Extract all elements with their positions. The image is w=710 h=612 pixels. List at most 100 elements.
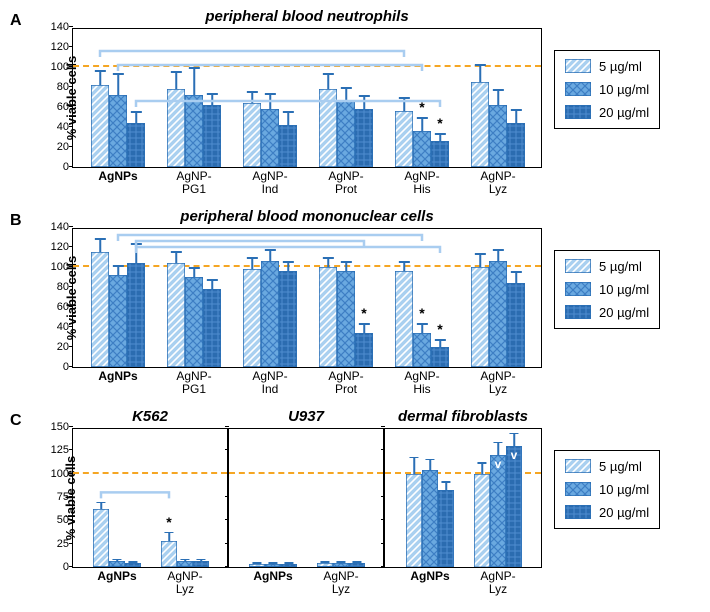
y-tick-label: 20 <box>57 141 73 153</box>
significance-mark: * <box>419 99 424 115</box>
bar <box>337 271 355 367</box>
error-bar <box>515 271 517 283</box>
significance-mark: * <box>437 115 442 131</box>
error-bar <box>269 93 271 109</box>
significance-mark: * <box>419 305 424 321</box>
bar <box>167 263 185 367</box>
error-bar <box>340 561 342 563</box>
y-tick-label: 125 <box>51 444 73 456</box>
panel-c-chart: K5620255075100125150AgNPsAgNP-Lyz*U937Ag… <box>72 410 542 568</box>
error-bar <box>497 442 499 455</box>
bar <box>249 564 265 567</box>
error-bar <box>200 559 202 562</box>
x-tick-label: AgNP-Prot <box>308 167 384 196</box>
bar <box>281 564 297 567</box>
bar <box>489 261 507 367</box>
x-tick-label: AgNP-PG1 <box>156 367 232 396</box>
panel-a-title: peripheral blood neutrophils <box>72 8 542 25</box>
v-mark: v <box>511 448 518 462</box>
error-bar <box>287 261 289 271</box>
error-bar <box>135 111 137 123</box>
bar <box>337 101 355 167</box>
bar <box>438 490 454 567</box>
legend-label: 5 µg/ml <box>599 59 642 74</box>
legend-item: 10 µg/ml <box>565 282 649 297</box>
error-bar <box>117 265 119 275</box>
bar <box>422 470 438 567</box>
significance-mark: * <box>437 321 442 337</box>
subplot-title: U937 <box>228 408 384 425</box>
legend-swatch <box>565 282 591 296</box>
legend-item: 10 µg/ml <box>565 482 649 497</box>
y-tick-label: 120 <box>51 241 73 253</box>
bar <box>93 509 109 567</box>
panel-b-row: B peripheral blood mononuclear cells % v… <box>10 210 700 368</box>
bar <box>490 455 506 567</box>
x-tick-label: AgNPs <box>396 567 464 583</box>
bar <box>261 261 279 367</box>
bar <box>91 252 109 367</box>
error-bar <box>515 109 517 123</box>
legend-label: 10 µg/ml <box>599 82 649 97</box>
bar <box>333 563 349 567</box>
panel-c-ylabel: % viable cells <box>63 456 78 541</box>
bar <box>265 564 281 567</box>
bar <box>431 347 449 367</box>
bar <box>355 333 373 367</box>
bar <box>203 105 221 167</box>
error-bar <box>413 457 415 474</box>
error-bar <box>324 561 326 563</box>
y-tick-label: 100 <box>51 261 73 273</box>
panel-b-title: peripheral blood mononuclear cells <box>72 208 542 225</box>
legend-label: 10 µg/ml <box>599 282 649 297</box>
legend-item: 5 µg/ml <box>565 459 649 474</box>
panel-b-plot: % viable cells 020406080100120140AgNPsAg… <box>72 228 542 368</box>
x-tick-label: AgNPs <box>83 567 151 583</box>
subplot-title: K562 <box>72 408 228 425</box>
error-bar <box>287 111 289 125</box>
v-mark: v <box>495 457 502 471</box>
bar <box>474 474 490 567</box>
bar <box>177 561 193 567</box>
error-bar <box>251 91 253 103</box>
legend-label: 5 µg/ml <box>599 459 642 474</box>
x-tick-label: AgNP-Lyz <box>464 567 532 596</box>
x-tick-label: AgNP-Lyz <box>460 367 536 396</box>
bar <box>319 267 337 367</box>
legend-swatch <box>565 82 591 96</box>
error-bar <box>421 117 423 131</box>
bar <box>317 563 333 567</box>
legend-swatch <box>565 482 591 496</box>
bar <box>125 563 141 567</box>
bar <box>185 95 203 167</box>
legend-item: 10 µg/ml <box>565 82 649 97</box>
error-bar <box>175 71 177 89</box>
y-tick-label: 40 <box>57 321 73 333</box>
panel-c-subplot: 0255075100125150AgNPsAgNP-Lyz* <box>72 428 228 568</box>
error-bar <box>421 323 423 333</box>
y-tick-label: 100 <box>51 61 73 73</box>
bar <box>279 125 297 167</box>
error-bar <box>356 561 358 563</box>
x-tick-label: AgNP-Prot <box>308 367 384 396</box>
error-bar <box>100 502 102 509</box>
bar <box>127 123 145 167</box>
error-bar <box>439 339 441 347</box>
bar <box>261 109 279 167</box>
reference-line <box>73 472 227 474</box>
y-tick-label: 140 <box>51 21 73 33</box>
bar <box>431 141 449 167</box>
bar <box>193 561 209 567</box>
significance-mark: * <box>166 514 171 530</box>
bar <box>203 289 221 367</box>
legend-swatch <box>565 305 591 319</box>
legend-label: 20 µg/ml <box>599 505 649 520</box>
legend-item: 5 µg/ml <box>565 59 649 74</box>
error-bar <box>251 257 253 269</box>
legend-label: 20 µg/ml <box>599 105 649 120</box>
bar <box>243 269 261 367</box>
error-bar <box>193 67 195 95</box>
bar <box>507 123 525 167</box>
y-tick-label: 80 <box>57 281 73 293</box>
y-tick-label: 80 <box>57 81 73 93</box>
